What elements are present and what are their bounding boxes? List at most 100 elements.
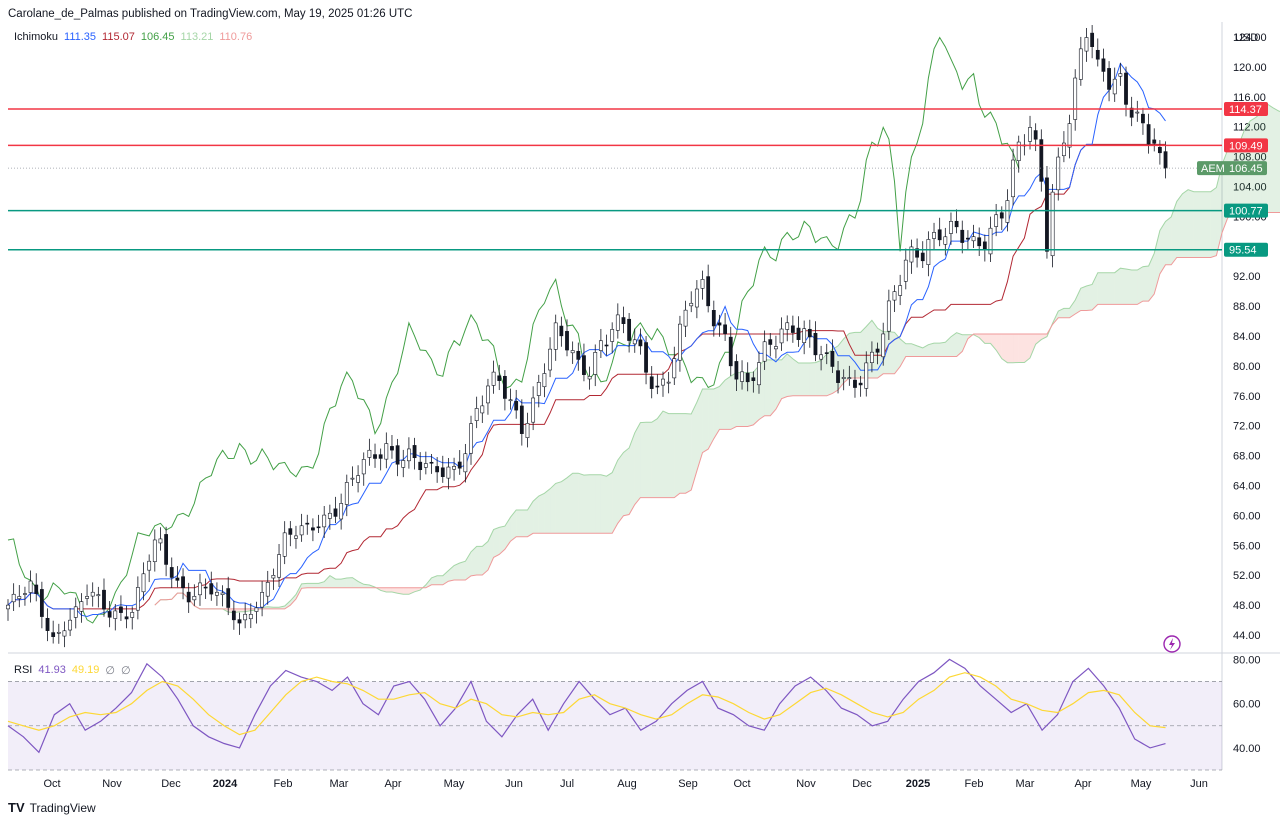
- span-b-line: [154, 212, 1280, 610]
- candle-down: [45, 617, 50, 631]
- candle-up: [757, 362, 761, 386]
- candle-down: [519, 405, 524, 434]
- candle-up: [700, 279, 705, 289]
- y-tick-label: 84.00: [1233, 331, 1261, 343]
- cloud-segment: [702, 389, 709, 453]
- candle-up: [198, 582, 202, 596]
- candle-up: [350, 477, 355, 480]
- candle-up: [215, 591, 219, 596]
- candle-down: [745, 372, 750, 383]
- chart-canvas[interactable]: 44.00 48.00 52.00 56.00 60.00 64.00 68.00 72.00…: [0, 0, 1280, 800]
- candle-down: [1033, 130, 1038, 140]
- candle-down: [497, 375, 502, 381]
- publisher-line: Carolane_de_Palmas published on TradingV…: [8, 8, 413, 20]
- candle-up: [531, 397, 536, 423]
- cloud-segment: [1018, 334, 1025, 363]
- y-tick-label: 124.00: [1233, 32, 1267, 44]
- candle-down: [565, 331, 569, 351]
- candle-up: [785, 322, 790, 330]
- ichimoku-value-2: 115.07: [102, 31, 135, 43]
- cloud-segment: [544, 488, 551, 534]
- candle-down: [514, 400, 519, 411]
- candle-up: [452, 466, 456, 470]
- cloud-segment: [1142, 266, 1149, 302]
- cloud-segment: [493, 527, 500, 558]
- candle-down: [440, 467, 445, 477]
- candle-up: [135, 587, 140, 611]
- candle-up: [508, 399, 513, 402]
- candle-up: [73, 606, 78, 618]
- candle-down: [418, 461, 423, 471]
- cloud-segment: [1041, 334, 1047, 340]
- candle-up: [277, 554, 281, 578]
- candle-down: [1095, 49, 1100, 60]
- y-tick-label: 116.00: [1233, 92, 1266, 104]
- cloud-segment: [934, 343, 940, 357]
- candle-down: [51, 632, 56, 637]
- candle-up: [62, 630, 67, 637]
- level-price-label: 109.49: [1229, 140, 1263, 152]
- tenkan-line: [7, 62, 1166, 618]
- cloud-segment: [1205, 191, 1211, 258]
- candle-up: [491, 371, 496, 386]
- x-tick-label: Nov: [796, 778, 816, 790]
- y-tick-label: 92.00: [1233, 271, 1261, 283]
- cloud-segment: [770, 359, 776, 416]
- candle-down: [604, 344, 609, 347]
- candle-up: [90, 591, 95, 597]
- cloud-segment: [685, 413, 692, 494]
- candle-down: [655, 385, 660, 388]
- candle-down: [1141, 113, 1145, 124]
- candle-up: [1073, 77, 1078, 120]
- cloud-segment: [809, 362, 816, 396]
- cloud-segment: [567, 473, 573, 534]
- candle-down: [231, 610, 236, 621]
- candle-up: [463, 453, 468, 473]
- ichimoku-value-5: 110.76: [219, 31, 253, 43]
- candle-up: [474, 408, 479, 421]
- cloud-segment: [504, 517, 511, 550]
- cloud-segment: [617, 452, 624, 524]
- candle-up: [694, 288, 699, 308]
- cloud-segment: [674, 413, 680, 498]
- cloud-segment: [1199, 191, 1206, 258]
- candle-down: [124, 616, 129, 620]
- candle-up: [943, 236, 948, 245]
- candle-up: [1084, 37, 1089, 52]
- x-tick-label: Nov: [102, 778, 122, 790]
- candle-up: [841, 377, 846, 379]
- cloud-segment: [1176, 193, 1183, 258]
- y-tick-label: 80.00: [1233, 361, 1261, 373]
- candle-up: [407, 448, 411, 462]
- candle-up: [525, 423, 530, 438]
- candle-down: [982, 241, 987, 250]
- y-tick-label: 56.00: [1233, 540, 1261, 552]
- candle-down: [920, 252, 925, 262]
- rsi-empty-2: ∅: [121, 665, 131, 677]
- cloud-segment: [437, 575, 443, 585]
- x-tick-label: Jun: [505, 778, 523, 790]
- cloud-segment: [911, 343, 918, 357]
- cloud-segment: [640, 422, 647, 498]
- candle-down: [1090, 32, 1095, 47]
- level-price-label: 114.37: [1229, 104, 1262, 116]
- cloud-segment: [939, 342, 946, 357]
- cloud-segment: [849, 332, 855, 379]
- cloud-segment: [1171, 201, 1177, 265]
- candle-up: [254, 607, 259, 612]
- candle-up: [949, 221, 953, 234]
- cloud-segment: [1165, 216, 1172, 265]
- cloud-segment: [1035, 334, 1042, 345]
- candle-down: [711, 310, 716, 327]
- cloud-segment: [612, 460, 618, 534]
- footer-brand: TradingView: [29, 800, 96, 815]
- cloud-segment: [476, 546, 483, 575]
- y-tick-label: 72.00: [1233, 421, 1261, 433]
- candle-up: [294, 535, 298, 539]
- currency-label: USD: [1235, 32, 1258, 44]
- cloud-segment: [798, 363, 805, 396]
- candle-down: [1163, 151, 1168, 169]
- cloud-segment: [606, 472, 613, 534]
- cloud-segment: [442, 570, 449, 585]
- candle-down: [169, 567, 174, 578]
